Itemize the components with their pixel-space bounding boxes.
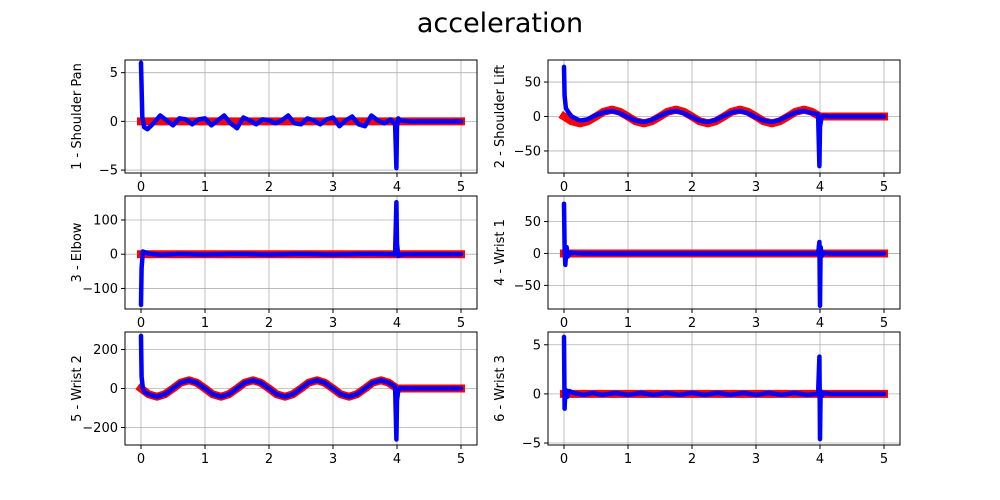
x-tick-label: 2 xyxy=(688,452,696,467)
actual-line xyxy=(561,64,887,169)
series-group xyxy=(137,199,465,308)
x-tick-label: 4 xyxy=(393,180,401,195)
x-tick-label: 2 xyxy=(265,316,273,331)
figure-title: acceleration xyxy=(417,8,583,39)
x-tick-label: 2 xyxy=(688,180,696,195)
y-axis-label: 1 - Shoulder Pan xyxy=(70,63,85,170)
x-tick-label: 3 xyxy=(752,180,760,195)
y-tick-label: 0 xyxy=(533,110,541,125)
subplot-1: 0 1 2 3 4 5 −5 0 5 1 - Shoulder Pan xyxy=(70,59,478,195)
x-tick-label: 2 xyxy=(688,316,696,331)
y-tick-label: 200 xyxy=(93,343,118,358)
x-tick-label: 0 xyxy=(560,452,568,467)
x-tick-label: 5 xyxy=(457,452,465,467)
x-tick-label: 4 xyxy=(393,452,401,467)
y-axis-label: 2 - Shoulder Lift xyxy=(493,65,508,169)
x-tick-label: 1 xyxy=(624,180,632,195)
axes-frame xyxy=(547,195,901,310)
y-tick-label: −50 xyxy=(514,279,541,294)
y-tick-label: 0 xyxy=(533,247,541,262)
x-tick-label: 0 xyxy=(560,316,568,331)
x-tick-label: 0 xyxy=(137,180,145,195)
y-tick-label: 100 xyxy=(93,213,118,228)
y-tick-label: 0 xyxy=(533,387,541,402)
x-tick-label: 5 xyxy=(457,180,465,195)
axes-frame xyxy=(124,195,478,310)
subplot-2: 0 1 2 3 4 5 −50 0 50 2 - Shoulder Lift xyxy=(493,59,901,195)
y-tick-label: −100 xyxy=(82,282,118,297)
y-tick-label: 50 xyxy=(524,76,541,91)
subplot-6: 0 1 2 3 4 5 −5 0 5 6 - Wrist 3 xyxy=(493,331,901,467)
y-tick-label: −5 xyxy=(522,437,541,452)
x-tick-label: 4 xyxy=(393,316,401,331)
subplot-3: 0 1 2 3 4 5 −100 0 100 3 - Elbow xyxy=(70,195,478,331)
y-tick-label: 0 xyxy=(110,382,118,397)
actual-line xyxy=(561,334,887,442)
x-tick-label: 2 xyxy=(265,452,273,467)
y-tick-label: 5 xyxy=(533,338,541,353)
x-tick-label: 5 xyxy=(880,180,888,195)
x-tick-label: 5 xyxy=(457,316,465,331)
series-group xyxy=(558,64,888,169)
x-tick-label: 1 xyxy=(201,316,209,331)
y-tick-label: 5 xyxy=(110,66,118,81)
y-tick-label: −200 xyxy=(82,421,118,436)
x-tick-label: 1 xyxy=(201,180,209,195)
x-tick-label: 5 xyxy=(880,452,888,467)
actual-line xyxy=(138,333,464,442)
series-group xyxy=(135,333,465,442)
x-tick-label: 5 xyxy=(880,316,888,331)
x-tick-label: 4 xyxy=(816,316,824,331)
axes-frame xyxy=(124,59,478,174)
y-tick-label: −50 xyxy=(514,144,541,159)
series-group xyxy=(560,201,888,309)
x-tick-label: 0 xyxy=(560,180,568,195)
axes-frame xyxy=(547,331,901,446)
actual-line xyxy=(561,201,887,309)
x-tick-label: 3 xyxy=(329,452,337,467)
x-tick-label: 1 xyxy=(624,452,632,467)
x-tick-label: 1 xyxy=(624,316,632,331)
actual-line xyxy=(138,199,464,308)
x-tick-label: 3 xyxy=(329,180,337,195)
x-tick-label: 0 xyxy=(137,452,145,467)
series-group xyxy=(560,334,888,442)
series-group xyxy=(137,60,465,171)
x-tick-label: 4 xyxy=(816,452,824,467)
x-tick-label: 3 xyxy=(329,316,337,331)
x-tick-label: 4 xyxy=(816,180,824,195)
y-axis-label: 4 - Wrist 1 xyxy=(493,219,508,286)
x-tick-label: 3 xyxy=(752,316,760,331)
subplot-5: 0 1 2 3 4 5 −200 0 200 5 - Wrist 2 xyxy=(70,331,478,467)
y-tick-label: 50 xyxy=(524,215,541,230)
actual-line xyxy=(138,60,464,171)
y-axis-label: 6 - Wrist 3 xyxy=(493,355,508,422)
y-tick-label: 0 xyxy=(110,115,118,130)
x-tick-label: 2 xyxy=(265,180,273,195)
y-tick-label: 0 xyxy=(110,248,118,263)
y-axis-label: 5 - Wrist 2 xyxy=(70,355,85,422)
x-tick-label: 3 xyxy=(752,452,760,467)
x-tick-label: 0 xyxy=(137,316,145,331)
y-axis-label: 3 - Elbow xyxy=(70,222,85,282)
x-tick-label: 1 xyxy=(201,452,209,467)
y-tick-label: −5 xyxy=(99,164,118,179)
subplot-4: 0 1 2 3 4 5 −50 0 50 4 - Wrist 1 xyxy=(493,195,901,331)
